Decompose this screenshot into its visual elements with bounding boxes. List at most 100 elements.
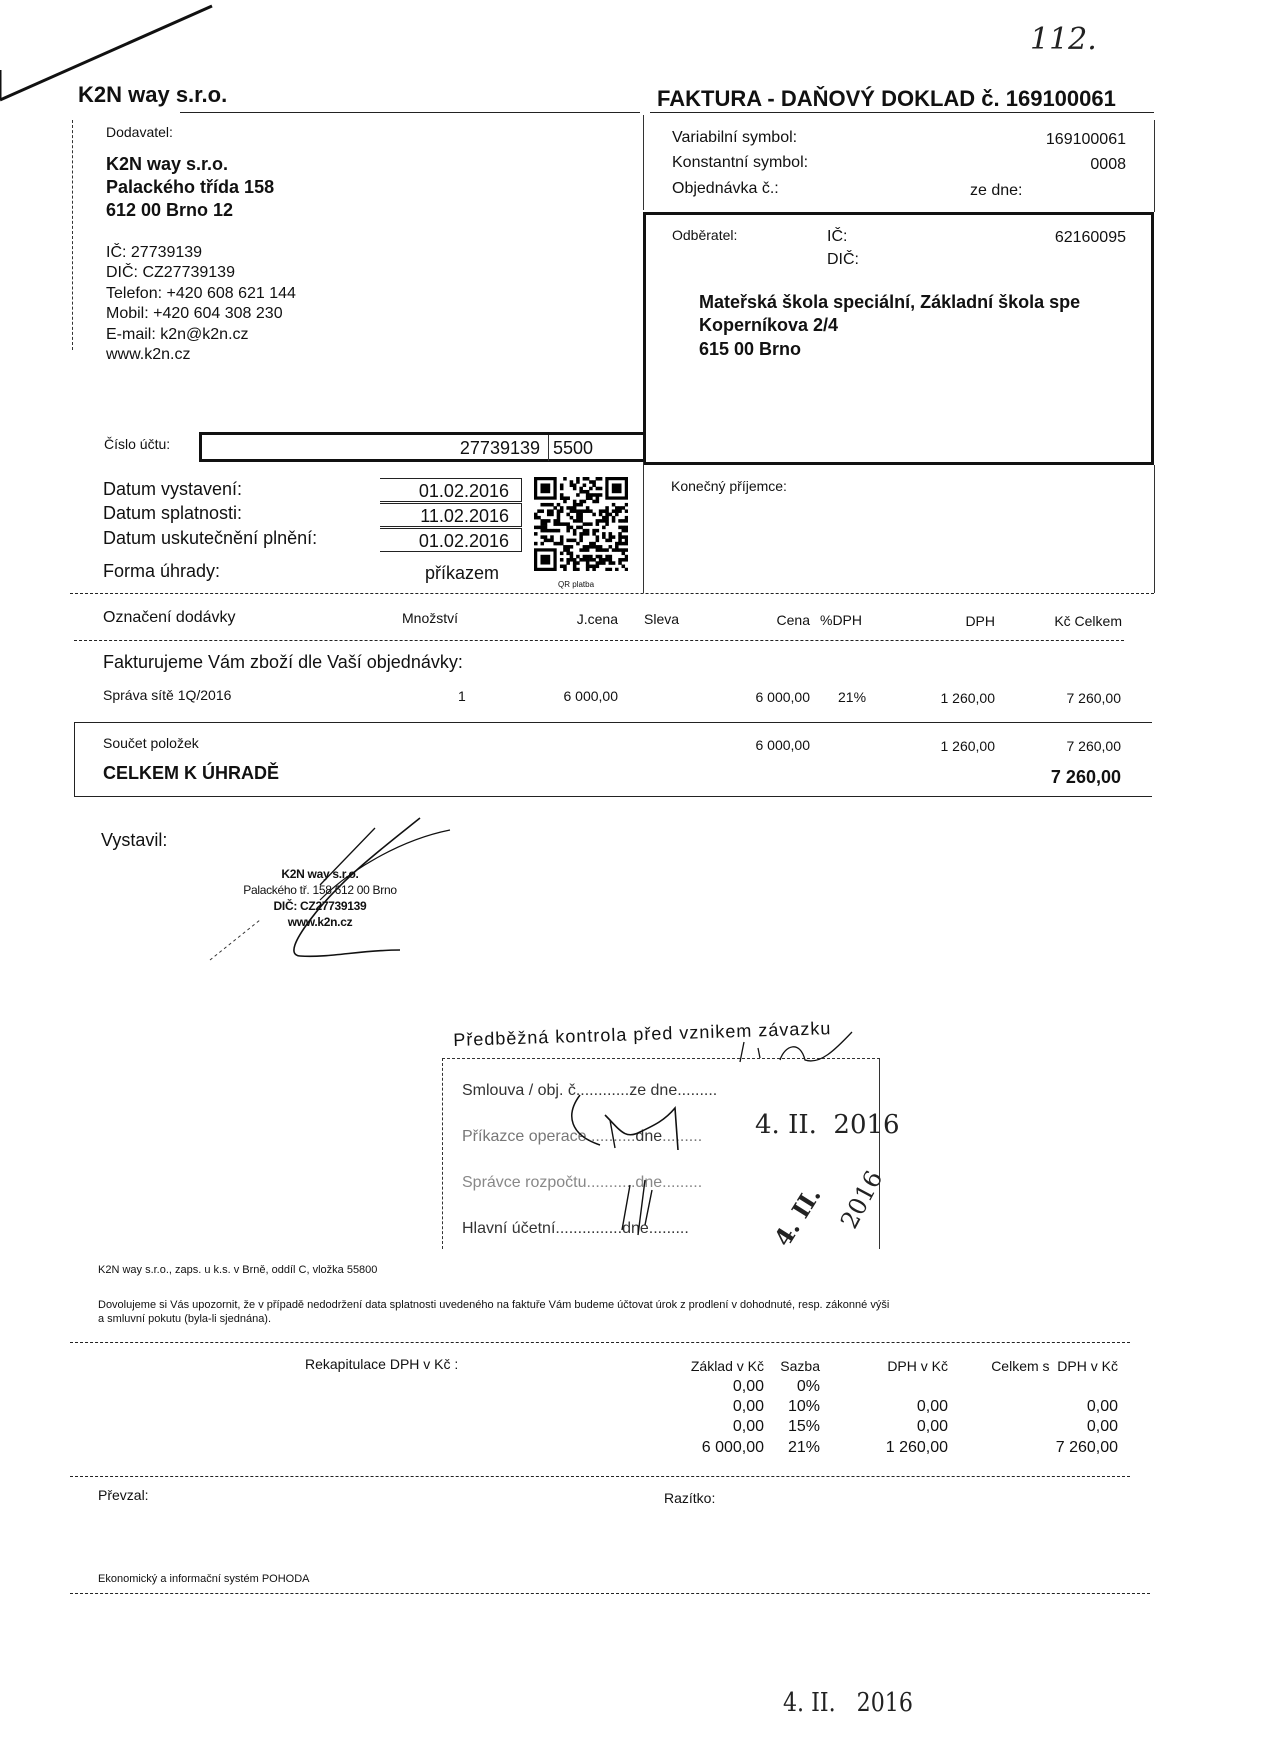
vat-total: 0,00 [1086,1418,1118,1435]
vat-total: 0,00 [1086,1398,1118,1415]
constant-symbol-value: 0008 [1090,156,1126,173]
supplier-mobile: Mobil: +420 604 308 230 [106,305,283,322]
control-stamp-box [442,1058,880,1249]
totals-box [74,722,1152,797]
sum-vat: 1 260,00 [940,738,996,754]
vat-vat: 0,00 [916,1418,948,1435]
item-price: 6 000,00 [755,689,811,705]
vat-base: 6 000,00 [701,1439,764,1456]
document-title: FAKTURA - DAŇOVÝ DOKLAD č. 169100061 [657,86,1116,111]
item-vat-rate: 21% [838,689,867,705]
constant-symbol-label: Konstantní symbol: [672,154,809,171]
customer-street: Koperníkova 2/4 [699,315,839,335]
account-number: 27739139 [459,438,540,458]
vat-vat: 1 260,00 [885,1439,948,1456]
vat-rate: 21% [787,1439,820,1456]
amount-due-label: CELKEM K ÚHRADĚ [103,763,280,783]
account-label: Číslo účtu: [104,436,171,452]
sum-label: Součet položek [103,735,199,751]
control-row2-date-stamp: 4. II. 2016 [755,1110,900,1140]
control-row3: Správce rozpočtu...........dne......... [462,1174,703,1191]
issuer-stamp-line1: K2N way s.r.o. [281,867,359,881]
handwritten-date: 4. II. 2016 [783,1688,913,1718]
supplier-city: 612 00 Brno 12 [106,200,234,220]
supplier-street: Palackého třída 158 [106,177,275,197]
vat-base: 0,00 [732,1418,764,1435]
item-vat: 1 260,00 [940,690,996,706]
order-number-label: Objednávka č.: [672,180,779,197]
late-payment-notice-1: Dovolujeme si Vás upozornit, že v případ… [98,1299,890,1311]
recipient-left-line [643,462,644,593]
issued-date-label: Datum vystavení: [103,479,243,499]
vat-summary-divider [70,1476,1130,1477]
item-total: 7 260,00 [1066,690,1122,706]
vat-col-vat: DPH v Kč [887,1358,948,1374]
customer-label: Odběratel: [672,227,738,243]
issuer-label: Vystavil: [101,830,168,850]
left-margin-line [72,120,73,350]
final-recipient-label: Konečný příjemce: [671,478,787,494]
symbols-left-line [643,115,644,210]
notice-divider [70,1342,1130,1343]
symbols-right-line [1154,120,1155,212]
issued-date-value: 01.02.2016 [380,478,522,502]
late-payment-notice-2: a smluvní pokutu (byla-li sjednána). [98,1313,272,1325]
account-box [199,432,645,462]
vat-summary-label: Rekapitulace DPH v Kč : [305,1356,459,1372]
customer-dic-label: DIČ: [827,251,859,268]
col-discount: Sleva [644,611,680,627]
supplier-ic: IČ: 27739139 [106,244,203,261]
vat-col-total: Celkem s DPH v Kč [991,1358,1118,1374]
due-date-value: 11.02.2016 [380,503,522,527]
vat-col-rate: Sazba [780,1358,820,1374]
col-total: Kč Celkem [1054,613,1122,629]
taxable-date-value: 01.02.2016 [380,528,522,552]
col-vat: DPH [965,613,995,629]
account-bank-code: 5500 [553,438,594,458]
account-divider [548,435,549,461]
issuer-stamp: K2N way s.r.o. Palackého tř. 158 612 00 … [205,866,435,930]
taxable-date-label: Datum uskutečnění plnění: [103,528,318,548]
sum-price: 6 000,00 [755,737,811,753]
item-unit-price: 6 000,00 [563,688,619,704]
col-price: Cena [776,612,810,628]
vat-rate: 10% [787,1398,820,1415]
corner-scan-mark [0,4,213,102]
handwritten-page-mark: 112. [1030,22,1097,57]
vat-base: 0,00 [732,1398,764,1415]
col-quantity: Množství [402,610,459,626]
issuer-stamp-line4: www.k2n.cz [287,915,353,929]
variable-symbol-label: Variabilní symbol: [672,129,798,146]
control-row4: Hlavní účetní...............dne......... [462,1220,689,1237]
received-by-label: Převzal: [98,1487,149,1503]
items-header-underline [74,640,1124,641]
customer-name: Mateřská škola speciální, Základní škola… [699,292,1081,312]
issuer-stamp-line3: DIČ: CZ27739139 [273,899,367,913]
header-divider [180,112,640,113]
vat-rate: 0% [796,1378,820,1395]
customer-ic-label: IČ: [827,228,848,245]
customer-box [643,212,1154,465]
item-quantity: 1 [458,688,466,704]
vat-col-base: Základ v Kč [690,1358,764,1374]
dates-divider [70,593,1154,594]
col-designation: Označení dodávky [103,609,236,626]
footer-divider [70,1593,1150,1594]
order-date-label: ze dne: [970,182,1023,199]
vat-base: 0,00 [732,1378,764,1395]
supplier-phone: Telefon: +420 608 621 144 [106,285,296,302]
company-name-header: K2N way s.r.o. [78,82,228,107]
system-credit: Ekonomický a informační systém POHODA [98,1573,310,1585]
stamp-label: Razítko: [664,1490,716,1506]
col-unit-price: J.cena [576,611,618,627]
supplier-web: www.k2n.cz [106,346,191,363]
supplier-dic: DIČ: CZ27739139 [106,264,235,281]
items-intro: Fakturujeme Vám zboží dle Vaší objednávk… [103,652,463,672]
control-stamp-signatures [571,1031,853,1236]
registration-text: K2N way s.r.o., zaps. u k.s. v Brně, odd… [98,1264,378,1276]
header-divider-right [650,112,1154,113]
issuer-stamp-line2: Palackého tř. 158 612 00 Brno [243,883,397,897]
vat-rate: 15% [787,1418,820,1435]
customer-city: 615 00 Brno [699,339,802,359]
customer-ic-value: 62160095 [1054,229,1126,246]
